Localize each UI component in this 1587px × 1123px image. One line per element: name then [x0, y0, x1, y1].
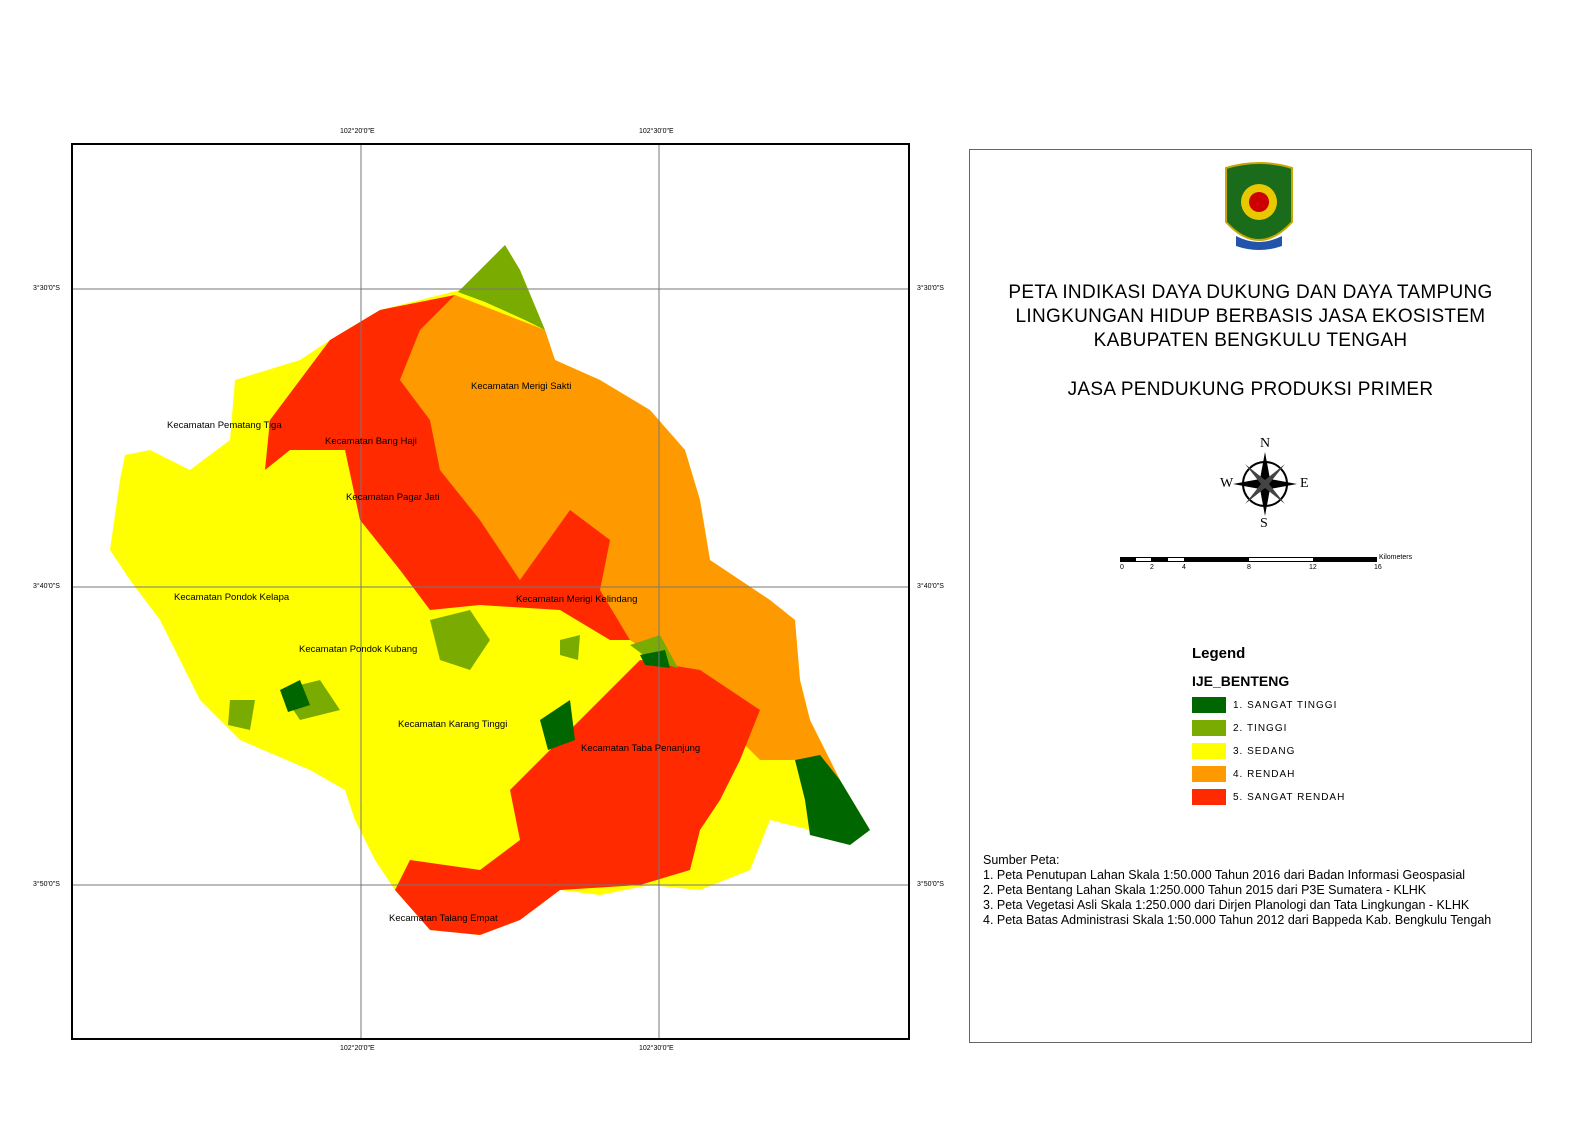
district-label: Kecamatan Pondok Kubang [299, 644, 418, 655]
scale-tick: 16 [1374, 564, 1382, 571]
coord-top-1: 102°20'0"E [340, 128, 375, 135]
north-label: N [1260, 436, 1271, 451]
zone-sangat-tinggi [280, 650, 870, 845]
map-subtitle: JASA PENDUKUNG PRODUKSI PRIMER [1067, 379, 1434, 400]
source-item: 4. Peta Batas Administrasi Skala 1:50.00… [983, 913, 1492, 927]
scale-tick: 0 [1120, 564, 1124, 571]
south-label: S [1260, 516, 1268, 531]
legend-swatch [1192, 743, 1226, 759]
legend-title: Legend [1192, 645, 1246, 662]
coord-bottom-1: 102°20'0"E [340, 1045, 375, 1052]
legend-label: 2. TINGGI [1233, 722, 1288, 734]
east-label: E [1300, 476, 1309, 491]
coord-left-1: 3°30'0"S [33, 285, 60, 292]
zone-sangat-rendah-north [265, 295, 630, 640]
west-label: W [1220, 476, 1234, 491]
source-item: 2. Peta Bentang Lahan Skala 1:250.000 Ta… [983, 883, 1427, 897]
scale-unit: Kilometers [1379, 554, 1413, 561]
legend-label: 3. SEDANG [1233, 745, 1296, 757]
info-panel: PETA INDIKASI DAYA DUKUNG DAN DAYA TAMPU… [969, 149, 1532, 1043]
map-title-line-2: LINGKUNGAN HIDUP BERBASIS JASA EKOSISTEM [1015, 306, 1486, 327]
north-arrow: N S W E [1220, 436, 1310, 532]
coord-left-3: 3°50'0"S [33, 881, 60, 888]
map-title-line-1: PETA INDIKASI DAYA DUKUNG DAN DAYA TAMPU… [1008, 282, 1493, 303]
scale-bar: 0 2 4 8 12 16 Kilometers [1120, 554, 1420, 575]
source-item: 3. Peta Vegetasi Asli Skala 1:250.000 da… [983, 898, 1470, 912]
district-label: Kecamatan Merigi Sakti [471, 381, 572, 392]
zone-tinggi-north [458, 245, 545, 330]
compass-rose-icon [1233, 452, 1297, 516]
district-label: Kecamatan Pondok Kelapa [174, 592, 290, 603]
zone-sangat-rendah-south [395, 660, 760, 935]
coord-top-2: 102°30'0"E [639, 128, 674, 135]
legend-item: 1. SANGAT TINGGI [1192, 697, 1337, 713]
legend-label: 1. SANGAT TINGGI [1233, 699, 1338, 711]
scale-bar-graphic [1120, 557, 1377, 562]
legend-item: 4. RENDAH [1192, 766, 1295, 782]
zone-rendah [400, 295, 840, 780]
coord-left-2: 3°40'0"S [33, 583, 60, 590]
legend-swatch [1192, 697, 1226, 713]
scale-tick: 12 [1309, 564, 1317, 571]
graticule-lines [71, 143, 908, 1038]
district-label: Kecamatan Bang Haji [325, 436, 417, 447]
legend-swatch [1192, 720, 1226, 736]
sources-heading: Sumber Peta: [983, 853, 1060, 867]
legend-swatch [1192, 789, 1226, 805]
legend-label: 4. RENDAH [1233, 768, 1296, 780]
legend-item: 3. SEDANG [1192, 743, 1295, 759]
legend-item: 2. TINGGI [1192, 720, 1287, 736]
coord-bottom-2: 102°30'0"E [639, 1045, 674, 1052]
legend-item: 5. SANGAT RENDAH [1192, 789, 1345, 805]
district-label: Kecamatan Karang Tinggi [398, 719, 508, 730]
district-label: Kecamatan Talang Empat [389, 913, 498, 924]
district-label: Kecamatan Taba Penanjung [581, 743, 701, 754]
coord-right-3: 3°50'0"S [917, 881, 944, 888]
map-frame [71, 143, 910, 1040]
regency-logo [1225, 162, 1293, 250]
map-title-line-3: KABUPATEN BENGKULU TENGAH [1093, 330, 1408, 351]
coord-right-2: 3°40'0"S [917, 583, 944, 590]
source-item: 1. Peta Penutupan Lahan Skala 1:50.000 T… [983, 868, 1466, 882]
scale-tick: 4 [1182, 564, 1186, 571]
legend-label: 5. SANGAT RENDAH [1233, 791, 1346, 803]
district-label: Kecamatan Merigi Kelindang [516, 594, 638, 605]
district-label: Kecamatan Pematang Tiga [167, 420, 282, 431]
coord-right-1: 3°30'0"S [917, 285, 944, 292]
district-label: Kecamatan Pagar Jati [346, 492, 440, 503]
scale-tick: 2 [1150, 564, 1154, 571]
scale-tick: 8 [1247, 564, 1251, 571]
legend-swatch [1192, 766, 1226, 782]
zone-tinggi-center [228, 610, 678, 730]
legend-layer-name: IJE_BENTENG [1192, 673, 1290, 689]
